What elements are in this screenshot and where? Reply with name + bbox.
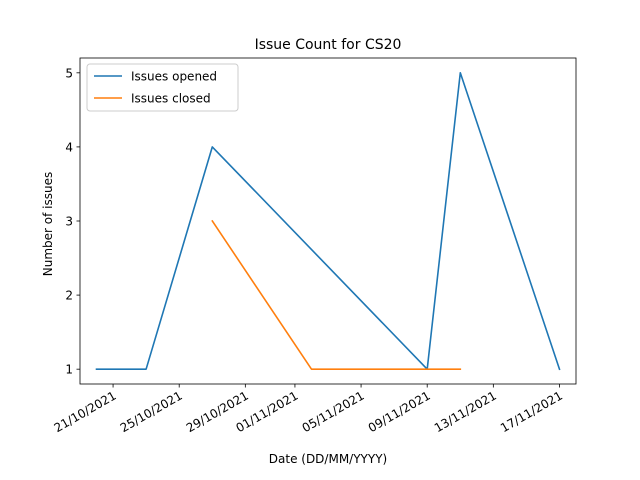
y-tick-label: 4 (65, 140, 73, 154)
legend-box (86, 63, 239, 112)
legend: Issues opened Issues closed (86, 63, 239, 112)
y-axis-label: Number of issues (41, 172, 55, 276)
y-tick-label: 2 (65, 289, 73, 303)
chart-title: Issue Count for CS20 (255, 37, 402, 53)
series-line-issues-closed (211, 219, 462, 371)
y-tick-label: 3 (65, 215, 73, 229)
y-tick-label: 1 (65, 363, 73, 377)
x-axis-label: Date (DD/MM/YYYY) (269, 452, 387, 466)
series-line-issues-opened (95, 72, 561, 371)
legend-label: Issues opened (131, 70, 217, 84)
y-tick-label: 5 (65, 66, 73, 80)
legend-label: Issues closed (131, 92, 211, 106)
axes-frame (79, 57, 577, 385)
